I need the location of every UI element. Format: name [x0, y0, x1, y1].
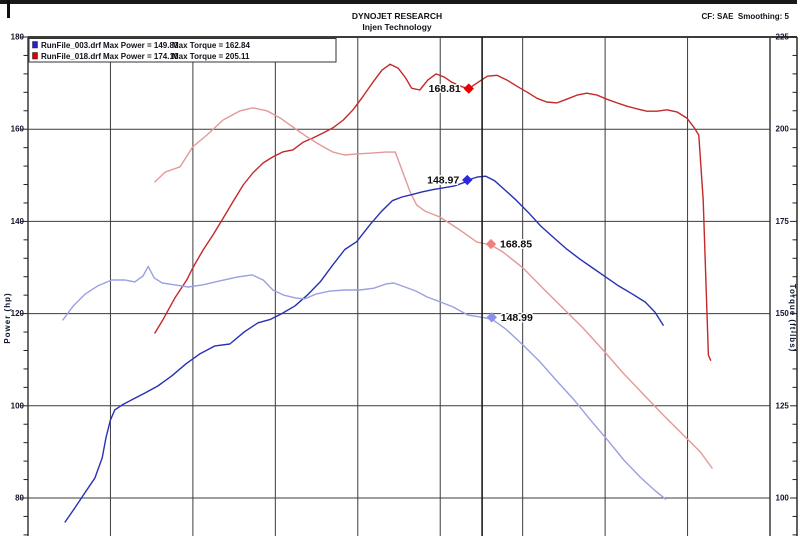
curve-runfile-018-drf-torque [154, 107, 713, 469]
marker-diamond-148.99[interactable] [486, 312, 497, 323]
marker-value-label: 168.85 [500, 239, 532, 251]
legend-frame [28, 38, 337, 63]
power-tick-label: 80 [15, 494, 24, 503]
marker-value-label: 168.81 [429, 83, 461, 95]
legend-run018-max-power: Max Power = 174.10 [103, 52, 179, 61]
torque-axis-title: Torque (ft-lbs) [788, 284, 797, 353]
power-tick-label: 140 [11, 217, 25, 226]
torque-tick-label: 200 [776, 125, 790, 134]
curve-runfile-003-drf-power [64, 175, 664, 523]
curve-runfile-018-drf-power [154, 63, 712, 361]
power-axis-title: Power (hp) [3, 292, 12, 343]
chart-header: DYNOJET RESEARCH Injen Technology CF: SA… [352, 11, 790, 32]
marker-value-label: 148.97 [427, 175, 459, 187]
power-tick-label: 180 [11, 33, 25, 42]
legend-swatch-run018 [32, 52, 38, 60]
window-edge-notch [7, 0, 10, 18]
legend-run003-max-torque: Max Torque = 162.84 [172, 41, 250, 50]
torque-tick-label: 100 [776, 494, 790, 503]
legend-box: RunFile_003.drf Max Power = 149.83 Max T… [28, 38, 337, 63]
power-tick-label: 160 [11, 125, 25, 134]
marker-value-label: 148.99 [501, 312, 533, 324]
window-top-edge [0, 0, 797, 4]
marker-diamond-168.81[interactable] [463, 83, 474, 94]
marker-diamond-168.85[interactable] [485, 238, 497, 250]
legend-run018-max-torque: Max Torque = 205.11 [172, 52, 250, 61]
legend-swatch-run003 [32, 41, 38, 49]
correction-smoothing-note: CF: SAE Smoothing: 5 [701, 12, 789, 21]
dyno-curves [62, 63, 713, 523]
legend-run003-file: RunFile_003.drf [41, 41, 101, 50]
torque-tick-label: 175 [776, 217, 790, 226]
legend-run018-file: RunFile_018.drf [41, 52, 101, 61]
axis-ticks-and-labels: 180 160 140 120 100 80 225 200 175 150 125 100 [11, 33, 797, 536]
chart-title: DYNOJET RESEARCH [352, 11, 442, 21]
cursor-value-markers: 168.81 148.97 168.85 148.99 [426, 82, 535, 326]
torque-tick-label: 150 [776, 309, 790, 318]
marker-diamond-148.97[interactable] [462, 174, 473, 186]
torque-tick-label: 125 [776, 401, 790, 410]
chart-subtitle: Injen Technology [362, 22, 432, 32]
curve-runfile-003-drf-torque [62, 265, 667, 500]
legend-run003-max-power: Max Power = 149.83 [103, 41, 179, 50]
power-tick-label: 100 [11, 401, 25, 410]
power-tick-label: 120 [11, 309, 25, 318]
grid-lines [27, 36, 798, 536]
torque-tick-label: 225 [776, 33, 790, 42]
